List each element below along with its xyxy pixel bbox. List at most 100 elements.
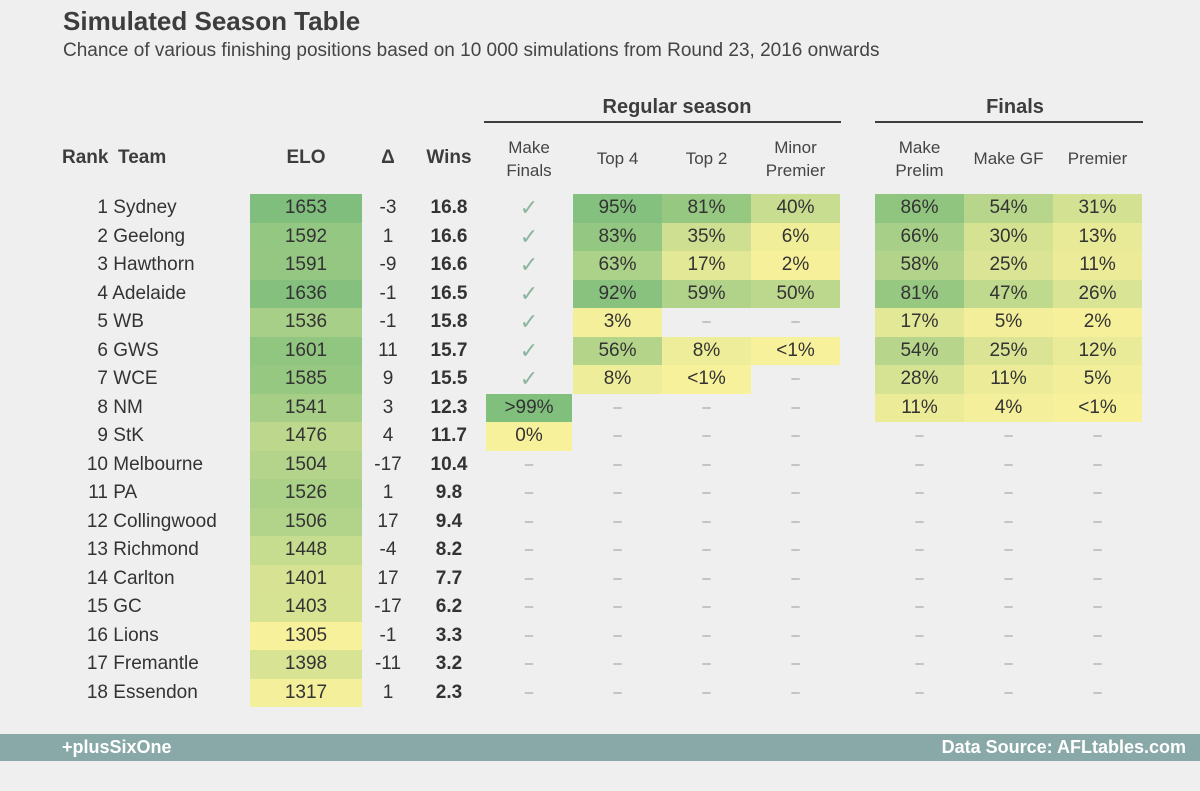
rank-value: 12 xyxy=(86,510,108,532)
top4-cell: 83% xyxy=(573,222,662,251)
rank-value: 14 xyxy=(86,567,108,589)
empty-cell: – xyxy=(613,655,622,672)
delta-cell: -17 xyxy=(374,596,402,617)
group-title-regular: Regular season xyxy=(602,96,752,118)
elo-cell: 1504 xyxy=(250,450,362,479)
rank-team-cell: 18 Essendon xyxy=(58,679,198,708)
rank-team-cell: 10 Melbourne xyxy=(58,451,203,480)
empty-cell: – xyxy=(915,569,924,587)
gf-cell: 47% xyxy=(964,279,1053,308)
empty-cell: – xyxy=(702,484,711,501)
empty-cell: – xyxy=(1093,598,1102,615)
rank-value: 11 xyxy=(88,482,108,503)
wins-cell: 6.2 xyxy=(435,596,463,617)
team-name: Melbourne xyxy=(108,453,204,475)
table-row: 3 Hawthorn 1591 -9 16.6 ✓ 63% 17% 2% 58% 25% 11% xyxy=(0,251,1200,280)
empty-cell: – xyxy=(791,541,800,558)
empty-cell: – xyxy=(524,655,534,672)
elo-cell: 1317 xyxy=(250,678,362,707)
table-row: 14 Carlton 1401 17 7.7 – – – – – – – xyxy=(0,564,1200,593)
delta-cell: 17 xyxy=(377,567,399,589)
wins-cell: 16.5 xyxy=(430,282,468,304)
table-row: 18 Essendon 1317 1 2.3 – – – – – – – xyxy=(0,678,1200,708)
empty-cell: – xyxy=(915,484,924,501)
team-name: Richmond xyxy=(108,539,199,560)
empty-cell: – xyxy=(791,598,800,615)
team-name: Hawthorn xyxy=(108,254,195,275)
rank-team-cell: 13 Richmond xyxy=(58,536,199,565)
table-row: 17 Fremantle 1398 -11 3.2 – – – – – – – xyxy=(0,650,1200,679)
empty-cell: – xyxy=(1093,683,1102,701)
team-name: Sydney xyxy=(108,197,177,218)
wins-cell: 15.5 xyxy=(430,368,468,389)
check-icon: ✓ xyxy=(519,309,539,334)
rank-value: 6 xyxy=(97,339,108,361)
header-rank: Rank xyxy=(62,147,109,168)
delta-cell: -1 xyxy=(379,282,397,304)
footer-source: Data Source: AFLtables.com xyxy=(941,737,1186,757)
premier-cell: 2% xyxy=(1053,308,1142,337)
elo-cell: 1398 xyxy=(250,650,362,679)
table-row: 6 GWS 1601 11 15.7 ✓ 56% 8% <1% 54% 25% 12% xyxy=(0,336,1200,365)
check-icon: ✓ xyxy=(519,337,539,363)
check-icon: ✓ xyxy=(519,223,539,249)
wins-cell: 12.3 xyxy=(430,396,468,418)
empty-cell: – xyxy=(1004,598,1013,615)
wins-cell: 15.7 xyxy=(430,339,468,361)
prelim-cell: 11% xyxy=(875,393,964,422)
top4-cell: 92% xyxy=(573,279,662,308)
top2-cell: 17% xyxy=(662,251,751,280)
prelim-cell: 28% xyxy=(875,365,964,394)
empty-cell: – xyxy=(791,655,800,672)
wins-cell: 7.7 xyxy=(435,567,463,589)
empty-cell: – xyxy=(524,484,534,501)
top4-cell: 8% xyxy=(573,365,662,394)
elo-cell: 1401 xyxy=(250,564,362,593)
check-icon: ✓ xyxy=(519,366,539,391)
page-subtitle: Chance of various finishing positions ba… xyxy=(63,40,880,61)
empty-cell: – xyxy=(524,683,534,701)
empty-cell: – xyxy=(791,455,800,473)
gf-cell: 25% xyxy=(964,251,1053,280)
elo-cell: 1305 xyxy=(250,621,362,650)
empty-cell: – xyxy=(524,569,534,587)
empty-cell: – xyxy=(915,455,924,473)
empty-cell: – xyxy=(613,683,622,701)
delta-cell: -11 xyxy=(374,653,402,674)
table-row: 16 Lions 1305 -1 3.3 – – – – – – – xyxy=(0,621,1200,650)
elo-cell: 1592 xyxy=(250,222,362,251)
prelim-cell: 66% xyxy=(875,222,964,251)
team-name: GWS xyxy=(108,339,159,361)
delta-cell: -4 xyxy=(379,539,397,560)
empty-cell: – xyxy=(702,455,711,473)
premier-cell: 31% xyxy=(1053,194,1142,223)
wins-cell: 10.4 xyxy=(430,453,468,475)
table-row: 10 Melbourne 1504 -17 10.4 – – – – – – – xyxy=(0,450,1200,480)
rank-value: 15 xyxy=(86,596,108,617)
rank-team-cell: 2 Geelong xyxy=(58,223,185,252)
delta-cell: 3 xyxy=(382,396,394,418)
table-row: 13 Richmond 1448 -4 8.2 – – – – – – – xyxy=(0,536,1200,565)
empty-cell: – xyxy=(1093,569,1102,587)
empty-cell: – xyxy=(915,541,924,558)
header-premier: Premier xyxy=(1067,149,1128,168)
make-finals-cell: 0% xyxy=(486,422,572,451)
header-make-prelim: Make Prelim xyxy=(895,138,944,180)
elo-cell: 1506 xyxy=(250,507,362,536)
empty-cell: – xyxy=(791,512,800,530)
team-name: Adelaide xyxy=(108,282,187,304)
rank-value: 8 xyxy=(97,396,108,418)
empty-cell: – xyxy=(524,512,534,530)
empty-cell: – xyxy=(915,655,924,672)
wins-cell: 11.7 xyxy=(431,425,467,446)
delta-cell: 11 xyxy=(378,339,398,361)
team-name: Fremantle xyxy=(108,653,199,674)
gf-cell: 5% xyxy=(964,308,1053,337)
premier-cell: 26% xyxy=(1053,279,1142,308)
wins-cell: 16.6 xyxy=(430,225,468,247)
check-icon: ✓ xyxy=(519,280,539,306)
team-name: Carlton xyxy=(108,567,175,589)
delta-cell: 4 xyxy=(382,425,394,446)
top4-cell: 95% xyxy=(573,194,662,223)
empty-cell: – xyxy=(791,427,800,444)
